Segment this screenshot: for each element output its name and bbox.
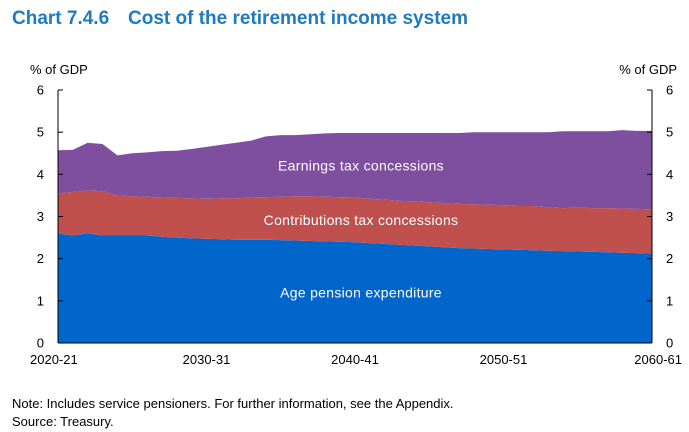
x-tick-label: 2030-31 [183,352,231,367]
note-text: Note: Includes service pensioners. For f… [12,396,454,411]
x-tick-label: 2040-41 [331,352,379,367]
series-label-age-pension-expenditure: Age pension expenditure [280,285,442,301]
y-tick-label-right: 0 [666,336,673,351]
y-tick-label-right: 6 [666,83,673,98]
y-tick-label-left: 6 [37,83,44,98]
y-tick-label-right: 4 [666,167,673,182]
y-tick-label-left: 5 [37,125,44,140]
y-tick-label-right: 2 [666,251,673,266]
chart-header: Chart 7.4.6 Cost of the retirement incom… [12,4,468,34]
chart-title: Cost of the retirement income system [128,8,468,29]
y-tick-label-left: 2 [37,251,44,266]
x-tick-label: 2020-21 [30,352,78,367]
y-tick-label-left: 3 [37,209,44,224]
y-tick-label-right: 5 [666,125,673,140]
y-axis-label-left: % of GDP [30,62,88,77]
x-tick-label: 2050-51 [480,352,528,367]
y-tick-label-left: 0 [37,336,44,351]
stacked-area-chart: 0 0 1 1 2 2 3 3 4 4 5 5 6 6 2020-21 2030-31 2040-41 2050-… [30,62,682,367]
area-age-pension-expenditure [58,233,652,343]
y-tick-label-left: 4 [37,167,44,182]
footnotes: Note: Includes service pensioners. For f… [12,395,454,431]
series-label-earnings-tax-concessions: Earnings tax concessions [278,157,444,173]
area-contributions-tax-concessions [58,190,652,254]
y-axis-label-right: % of GDP [619,62,677,77]
chart-number: Chart 7.4.6 [12,8,110,29]
y-tick-label-right: 1 [666,293,673,308]
area-earnings-tax-concessions [58,130,652,210]
source-text: Source: Treasury. [12,414,114,429]
y-tick-label-right: 3 [666,209,673,224]
y-tick-label-left: 1 [37,293,44,308]
x-tick-label: 2060-61 [634,352,682,367]
series-label-contributions-tax-concessions: Contributions tax concessions [264,212,459,228]
